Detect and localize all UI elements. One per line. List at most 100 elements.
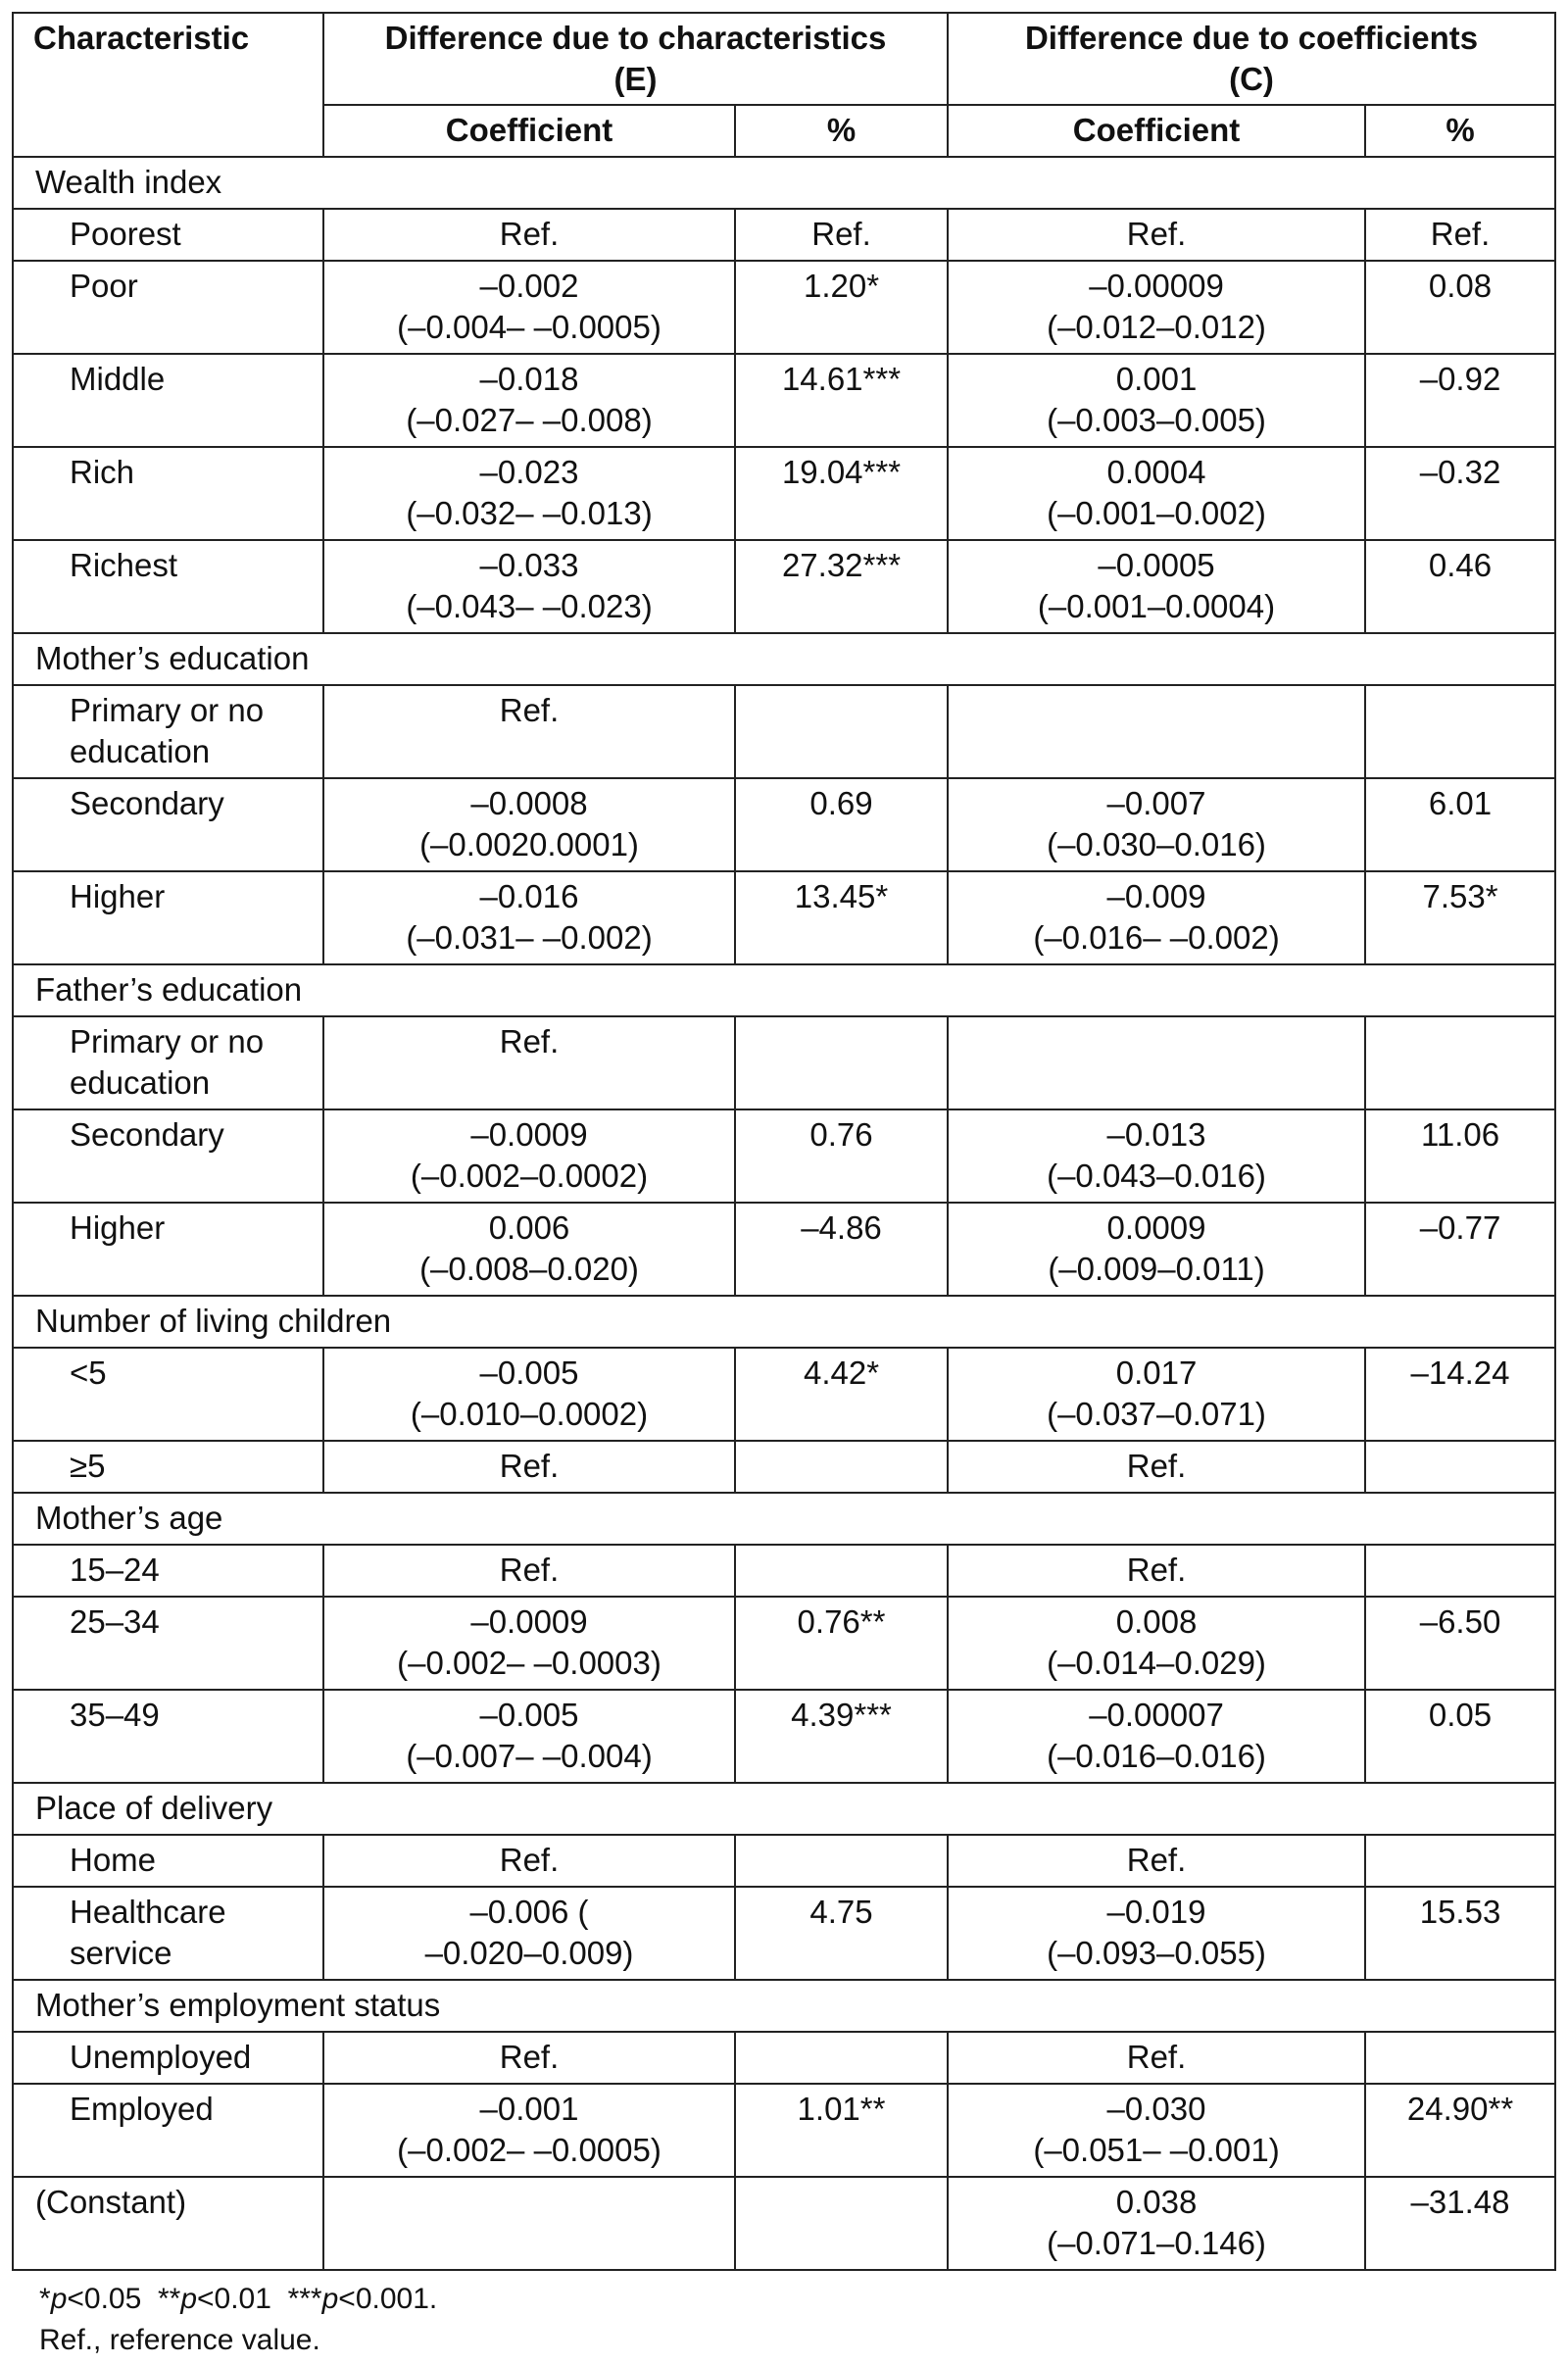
e-percent-cell — [733, 2031, 950, 2085]
e-coefficient-cell: –0.033 (–0.043– –0.023) — [322, 539, 736, 634]
footnote-ref: Ref., reference value. — [39, 2324, 320, 2356]
c-percent-cell — [1364, 684, 1557, 779]
c-percent-cell: 24.90** — [1364, 2083, 1557, 2178]
c-percent-cell: 15.53 — [1364, 1886, 1557, 1981]
c-coefficient-cell: –0.009 (–0.016– –0.002) — [947, 870, 1367, 965]
decomposition-table: Characteristic Difference due to charact… — [11, 12, 1557, 2271]
header-group-e: Difference due to characteristics (E) — [321, 12, 950, 106]
e-percent-cell: 19.04*** — [733, 446, 950, 541]
c-percent-cell — [1364, 1544, 1557, 1598]
c-percent-cell: –0.92 — [1364, 353, 1557, 448]
c-percent-cell: 7.53* — [1364, 870, 1557, 965]
e-coefficient-cell: –0.001 (–0.002– –0.0005) — [322, 2083, 736, 2178]
c-coefficient-cell: –0.00007 (–0.016–0.016) — [947, 1689, 1367, 1784]
e-coefficient-cell: –0.018 (–0.027– –0.008) — [322, 353, 736, 448]
row-label: Rich — [12, 446, 324, 541]
e-coefficient-cell: –0.006 ( –0.020–0.009) — [322, 1886, 736, 1981]
e-percent-cell: 4.39*** — [733, 1689, 950, 1784]
c-coefficient-cell: Ref. — [947, 208, 1367, 262]
footnote-significance: *p<0.05 **p<0.01 ***p<0.001. — [39, 2283, 438, 2315]
e-coefficient-cell: Ref. — [322, 1834, 736, 1888]
c-coefficient-cell: 0.001 (–0.003–0.005) — [947, 353, 1367, 448]
c-coefficient-cell: –0.0005 (–0.001–0.0004) — [947, 539, 1367, 634]
table-row: Higher 0.006 (–0.008–0.020) –4.86 0.0009 (–… — [12, 1202, 1557, 1297]
c-percent-cell: –0.32 — [1364, 446, 1557, 541]
row-label: <5 — [12, 1347, 324, 1442]
e-coefficient-cell: –0.002 (–0.004– –0.0005) — [322, 260, 736, 355]
e-percent-cell: Ref. — [733, 208, 950, 262]
c-coefficient-cell — [947, 684, 1367, 779]
c-coefficient-cell: Ref. — [947, 1834, 1367, 1888]
row-label: Higher — [12, 1202, 324, 1297]
e-coefficient-cell: Ref. — [322, 2031, 736, 2085]
header-c-percent: % — [1364, 104, 1557, 158]
table-row: Primary or no education Ref. — [12, 1015, 1557, 1110]
table-row: (Constant) 0.038 (–0.071–0.146) –31.48 — [12, 2176, 1557, 2271]
row-label: Primary or no education — [12, 1015, 324, 1110]
e-coefficient-cell: –0.0009 (–0.002– –0.0003) — [322, 1596, 736, 1691]
e-coefficient-cell — [322, 2176, 736, 2271]
e-coefficient-cell: Ref. — [322, 684, 736, 779]
table-row: Higher –0.016 (–0.031– –0.002) 13.45* –0.00… — [12, 870, 1557, 965]
row-label: Higher — [12, 870, 324, 965]
section-row: Mother’s employment status — [11, 1979, 1557, 2033]
row-label: Middle — [12, 353, 324, 448]
table-row: Healthcare service –0.006 ( –0.020–0.009)… — [12, 1886, 1557, 1981]
section-label: Number of living children — [11, 1295, 1557, 1349]
section-row: Father’s education — [11, 963, 1557, 1017]
c-coefficient-cell: –0.019 (–0.093–0.055) — [947, 1886, 1367, 1981]
header-e-coefficient: Coefficient — [322, 104, 736, 158]
e-percent-cell: 0.76** — [733, 1596, 950, 1691]
header-group-c: Difference due to coefficients (C) — [947, 12, 1557, 106]
e-percent-cell — [733, 1015, 950, 1110]
section-row: Number of living children — [11, 1295, 1557, 1349]
e-percent-cell: 27.32*** — [733, 539, 950, 634]
c-percent-cell: 6.01 — [1364, 777, 1557, 872]
section-row: Place of delivery — [11, 1782, 1557, 1836]
c-percent-cell: 0.46 — [1364, 539, 1557, 634]
e-percent-cell — [733, 1834, 950, 1888]
c-percent-cell: –31.48 — [1364, 2176, 1557, 2271]
c-percent-cell: 11.06 — [1364, 1109, 1557, 1204]
section-label: Mother’s education — [11, 632, 1557, 686]
e-coefficient-cell: Ref. — [322, 1440, 736, 1494]
e-percent-cell: 13.45* — [733, 870, 950, 965]
c-coefficient-cell: 0.0004 (–0.001–0.002) — [947, 446, 1367, 541]
e-coefficient-cell: 0.006 (–0.008–0.020) — [322, 1202, 736, 1297]
section-label: Place of delivery — [11, 1782, 1557, 1836]
e-percent-cell: 4.75 — [733, 1886, 950, 1981]
c-coefficient-cell — [947, 1015, 1367, 1110]
row-label: Poor — [12, 260, 324, 355]
e-percent-cell — [733, 684, 950, 779]
c-percent-cell — [1364, 2031, 1557, 2085]
row-label: Richest — [12, 539, 324, 634]
section-label: Mother’s age — [11, 1492, 1557, 1546]
e-coefficient-cell: –0.016 (–0.031– –0.002) — [322, 870, 736, 965]
table-row: Unemployed Ref. Ref. — [12, 2031, 1557, 2085]
table-row: Richest –0.033 (–0.043– –0.023) 27.32*** –0… — [12, 539, 1557, 634]
c-percent-cell: –14.24 — [1364, 1347, 1557, 1442]
row-label: 15–24 — [12, 1544, 324, 1598]
c-coefficient-cell: Ref. — [947, 2031, 1367, 2085]
e-percent-cell — [733, 1440, 950, 1494]
e-coefficient-cell: –0.023 (–0.032– –0.013) — [322, 446, 736, 541]
table-row: Poorest Ref. Ref. Ref. Ref. — [12, 208, 1557, 262]
c-percent-cell — [1364, 1440, 1557, 1494]
header-e-percent: % — [733, 104, 950, 158]
table-body: Wealth index Poorest Ref. Ref. Ref. Ref. Poor –… — [11, 156, 1557, 2271]
header-c-coefficient: Coefficient — [947, 104, 1367, 158]
table-row: Middle –0.018 (–0.027– –0.008) 14.61*** 0.0… — [12, 353, 1557, 448]
table-row: Home Ref. Ref. — [12, 1834, 1557, 1888]
row-label: 35–49 — [12, 1689, 324, 1784]
c-percent-cell — [1364, 1834, 1557, 1888]
table-row: 25–34 –0.0009 (–0.002– –0.0003) 0.76** 0.00… — [12, 1596, 1557, 1691]
table-row: Secondary –0.0009 (–0.002–0.0002) 0.76 –0.0… — [12, 1109, 1557, 1204]
section-label: Wealth index — [11, 156, 1557, 210]
row-label: Healthcare service — [12, 1886, 324, 1981]
row-label: Poorest — [12, 208, 324, 262]
c-percent-cell: 0.08 — [1364, 260, 1557, 355]
c-coefficient-cell: –0.013 (–0.043–0.016) — [947, 1109, 1367, 1204]
e-coefficient-cell: –0.005 (–0.010–0.0002) — [322, 1347, 736, 1442]
row-label: Employed — [12, 2083, 324, 2178]
c-percent-cell: Ref. — [1364, 208, 1557, 262]
